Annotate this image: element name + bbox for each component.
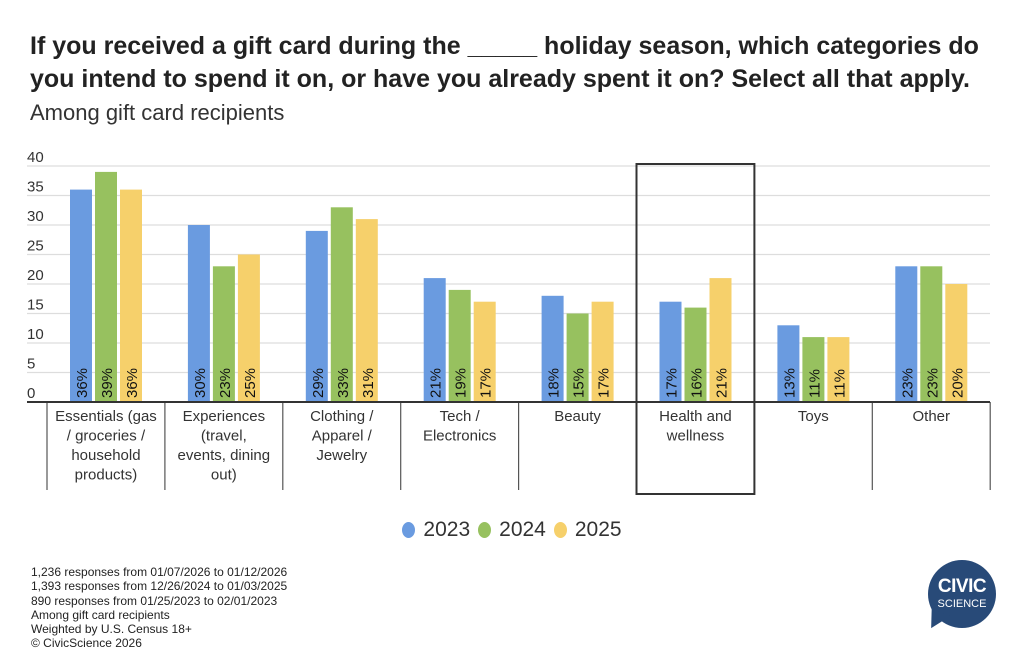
bar-2023: [541, 295, 564, 402]
legend-item-2025: 2025: [553, 518, 622, 542]
y-tick-label: 25: [27, 238, 44, 255]
bar-2025: [591, 301, 614, 402]
title-text: If you received a gift card during the _…: [30, 32, 979, 93]
bar-2025: [473, 301, 496, 402]
bar-2025: [709, 278, 732, 402]
legend-swatch: [553, 522, 567, 538]
legend-label: 2024: [499, 518, 546, 541]
y-tick-label: 0: [27, 385, 35, 402]
bar-2025: [237, 254, 260, 402]
bar-2023: [305, 230, 328, 402]
data-label: 17%: [664, 368, 681, 398]
legend-label: 2023: [423, 518, 471, 541]
logo-line1: CIVIC: [937, 576, 987, 597]
bar-2023: [777, 325, 800, 402]
data-label: 39%: [99, 368, 116, 398]
data-label: 20%: [949, 368, 966, 398]
data-label: 31%: [360, 368, 377, 398]
note: 890 responses from 01/25/2023 to 02/01/2…: [31, 593, 278, 608]
data-label: 36%: [74, 368, 91, 398]
data-label: 11%: [831, 369, 848, 398]
data-label: 21%: [428, 368, 445, 398]
y-tick-label: 40: [27, 149, 44, 166]
legend: 2023 2024 2025: [0, 518, 1024, 544]
civicscience-logo: CIVIC SCIENCE: [925, 560, 996, 633]
data-label: 18%: [546, 368, 563, 398]
legend-item-2023: 2023: [402, 518, 470, 542]
bar-2024: [566, 313, 589, 402]
data-label: 30%: [192, 368, 209, 398]
y-tick-label: 20: [27, 267, 44, 284]
footnotes: 1,236 responses from 01/07/2026 to 01/12…: [31, 565, 287, 651]
bar-2024: [920, 266, 943, 402]
bar-2024: [95, 171, 117, 402]
category-label: Health and wellness: [659, 408, 732, 445]
logo-line2: SCIENCE: [937, 598, 987, 610]
bar-2024: [330, 207, 353, 402]
category-label: Tech / Electronics: [423, 408, 496, 445]
y-tick-label: 10: [27, 326, 44, 343]
bar-2025: [827, 337, 850, 402]
legend-label: 2025: [574, 518, 622, 541]
bar-2025: [120, 189, 142, 402]
bar-2023: [70, 189, 92, 402]
bar-2024: [802, 337, 825, 402]
data-label: 33%: [335, 368, 352, 398]
data-label: 21%: [714, 368, 731, 398]
note: © CivicScience 2026: [31, 636, 142, 651]
category-label: Experiences (travel, events, dining out): [178, 408, 271, 484]
category-label: Clothing / Apparel / Jewelry: [310, 408, 374, 464]
note: 1,393 responses from 12/26/2024 to 01/03…: [31, 579, 288, 594]
y-tick-label: 15: [27, 297, 44, 314]
data-label: 23%: [924, 368, 941, 398]
bar-2025: [945, 284, 968, 402]
note: Weighted by U.S. Census 18+: [31, 622, 192, 637]
category-label: Beauty: [554, 408, 601, 425]
chart-title: If you received a gift card during the _…: [30, 30, 990, 129]
bar-2023: [895, 266, 918, 402]
y-tick-label: 30: [27, 208, 44, 225]
data-label: 19%: [453, 368, 470, 398]
y-tick-label: 5: [27, 356, 35, 373]
bar-2023: [659, 301, 682, 402]
data-label: 29%: [310, 368, 327, 398]
category-label: Toys: [798, 408, 829, 425]
highlight-box: [635, 163, 756, 495]
data-label: 11%: [806, 369, 823, 398]
bar-2023: [423, 278, 446, 402]
data-label: 15%: [571, 368, 588, 398]
bar-2024: [684, 307, 707, 402]
category-label: Other: [912, 408, 950, 425]
note: 1,236 responses from 01/07/2026 to 01/12…: [31, 565, 288, 579]
data-label: 25%: [242, 368, 259, 398]
bar-2023: [187, 225, 210, 402]
bar-2025: [355, 219, 378, 402]
subtitle: Among gift card recipients: [30, 100, 285, 125]
y-tick-label: 35: [27, 179, 44, 196]
legend-swatch: [478, 522, 492, 538]
legend-swatch: [402, 522, 416, 538]
bar-2024: [448, 289, 471, 402]
category-label: Essentials (gas / groceries / household pro…: [55, 408, 157, 484]
data-label: 23%: [899, 368, 916, 398]
note: Among gift card recipients: [31, 607, 170, 622]
data-label: 17%: [478, 368, 495, 398]
data-label: 13%: [781, 368, 798, 398]
bar-2024: [212, 266, 235, 402]
data-label: 23%: [217, 368, 234, 398]
data-label: 16%: [689, 368, 706, 398]
data-label: 36%: [124, 368, 141, 398]
data-label: 17%: [596, 368, 613, 398]
legend-item-2024: 2024: [478, 518, 546, 542]
